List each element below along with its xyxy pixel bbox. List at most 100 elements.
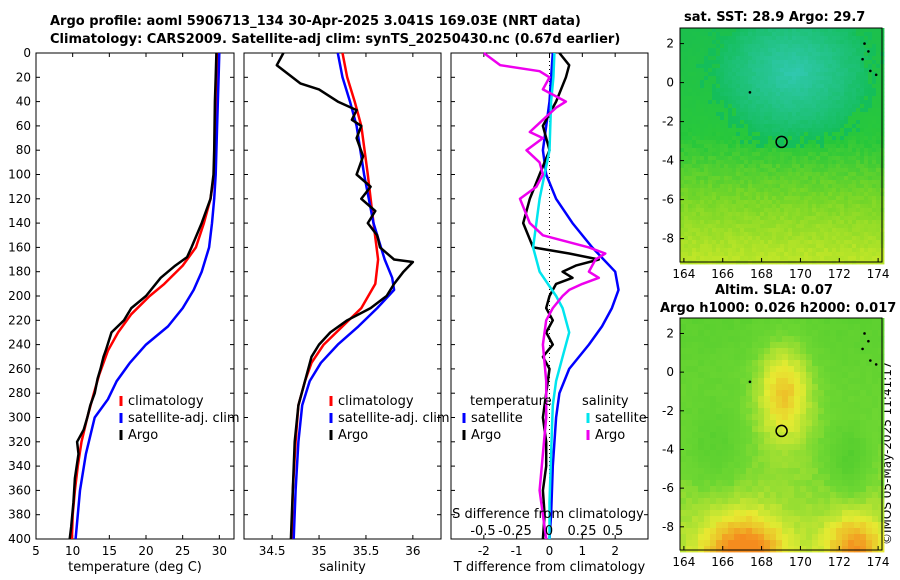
island-marker — [874, 73, 878, 77]
x-axis-label: salinity — [319, 560, 366, 575]
map-frame — [679, 317, 883, 551]
y-tick-label: 180 — [8, 265, 31, 279]
y-tick-label: 240 — [8, 338, 31, 352]
map-y-tick-label: -8 — [662, 520, 674, 534]
y-tick-label: 140 — [8, 216, 31, 230]
secondary-x-tick-label: -0.25 — [498, 524, 532, 539]
x-axis-label: temperature (deg C) — [68, 560, 202, 575]
x-tick-label: 35.5 — [353, 544, 380, 558]
map-y-tick-label: -4 — [662, 442, 674, 456]
island-marker — [748, 380, 752, 384]
map-x-tick-label: 172 — [828, 555, 851, 569]
x-tick-label: 20 — [138, 544, 153, 558]
legend-group-title: temperature — [470, 394, 552, 409]
map-x-tick-label: 164 — [672, 267, 695, 281]
island-marker — [874, 363, 878, 366]
x-tick-label: 34.5 — [259, 544, 286, 558]
map-y-tick-label: -4 — [662, 154, 674, 168]
sla-map-subtitle: Argo h1000: 0.026 h2000: 0.017 — [660, 301, 897, 316]
y-tick-label: 380 — [8, 508, 31, 522]
x-tick-label: 1 — [579, 544, 587, 558]
legend-label: satellite-adj. clim — [128, 411, 240, 426]
map-x-tick-label: 174 — [867, 267, 890, 281]
legend-group-title: salinity — [582, 394, 629, 409]
map-y-tick-label: -6 — [662, 481, 674, 495]
y-tick-label: 120 — [8, 192, 31, 206]
island-marker — [867, 339, 870, 343]
island-marker — [867, 50, 870, 53]
secondary-x-tick-label: 0.25 — [568, 524, 597, 539]
x-tick-label: 36 — [405, 544, 420, 558]
x-tick-label: 25 — [175, 544, 190, 558]
map-y-tick-label: 0 — [666, 76, 674, 90]
map-x-tick-label: 172 — [828, 267, 851, 281]
map-pixels — [680, 318, 885, 553]
x-axis-label: T difference from climatology — [453, 560, 646, 575]
legend-label: Argo — [595, 428, 625, 443]
series-line-satellite-adj-clim — [292, 52, 396, 540]
panel-frame — [35, 52, 235, 540]
legend-label: satellite-adj. clim — [338, 411, 450, 426]
series-line-temperature-satellite — [541, 52, 620, 540]
map-y-tick-label: -2 — [662, 115, 674, 129]
x-tick-label: -2 — [478, 544, 490, 558]
x-tick-label: 10 — [65, 544, 80, 558]
y-tick-label: 360 — [8, 483, 31, 497]
x-tick-label: -1 — [511, 544, 523, 558]
panel-frame — [243, 52, 442, 540]
y-tick-label: 200 — [8, 289, 31, 303]
island-marker — [863, 42, 866, 45]
island-marker — [748, 91, 752, 94]
legend-label: Argo — [338, 428, 368, 443]
y-tick-label: 100 — [8, 168, 31, 182]
y-tick-label: 0 — [23, 46, 31, 60]
argo-position-marker — [775, 424, 788, 438]
map-x-tick-label: 166 — [711, 555, 734, 569]
x-tick-label: 35 — [311, 544, 326, 558]
map-x-tick-label: 168 — [750, 267, 773, 281]
island-marker — [869, 359, 872, 362]
map-x-tick-label: 174 — [867, 555, 890, 569]
series-line-salinity-satellite — [531, 52, 571, 539]
title-line-1: Argo profile: aoml 5906713_134 30-Apr-20… — [50, 14, 581, 29]
x-tick-label: 2 — [611, 544, 619, 558]
sla-map-title: Altim. SLA: 0.07 — [715, 283, 833, 298]
y-tick-label: 320 — [8, 435, 31, 449]
secondary-x-tick-label: 0 — [545, 524, 553, 539]
y-tick-label: 280 — [8, 386, 31, 400]
map-pixels — [680, 28, 885, 265]
legend-label: satellite — [595, 411, 647, 426]
y-tick-label: 340 — [8, 459, 31, 473]
y-tick-label: 260 — [8, 362, 31, 376]
series-line-climatology — [290, 52, 380, 540]
island-marker — [861, 347, 864, 351]
argo-position-marker — [775, 135, 788, 149]
title-line-2: Climatology: CARS2009. Satellite-adj cli… — [50, 32, 621, 47]
y-tick-label: 60 — [16, 119, 31, 133]
legend-label: Argo — [128, 428, 158, 443]
y-tick-label: 20 — [16, 70, 31, 84]
secondary-x-tick-label: 0.5 — [603, 524, 624, 539]
map-y-tick-label: 0 — [666, 365, 674, 379]
map-x-tick-label: 168 — [750, 555, 773, 569]
y-tick-label: 40 — [16, 95, 31, 109]
x-tick-label: 0 — [546, 544, 554, 558]
map-y-tick-label: -6 — [662, 193, 674, 207]
map-y-tick-label: 2 — [666, 37, 674, 51]
legend-label: climatology — [128, 394, 204, 409]
legend-label: Argo — [471, 428, 501, 443]
sst-map-title: sat. SST: 28.9 Argo: 29.7 — [684, 10, 866, 25]
map-x-tick-label: 164 — [672, 555, 695, 569]
series-line-satellite-adj-clim — [74, 52, 221, 540]
y-tick-label: 220 — [8, 313, 31, 327]
y-tick-label: 160 — [8, 240, 31, 254]
x-tick-label: 15 — [102, 544, 117, 558]
map-x-tick-label: 170 — [789, 555, 812, 569]
series-line-argo — [68, 52, 218, 540]
island-marker — [861, 57, 864, 61]
series-line-argo — [275, 52, 415, 540]
map-y-tick-label: 2 — [666, 326, 674, 340]
secondary-x-axis-label: S difference from climatology — [452, 507, 644, 522]
map-y-tick-label: -8 — [662, 232, 674, 246]
